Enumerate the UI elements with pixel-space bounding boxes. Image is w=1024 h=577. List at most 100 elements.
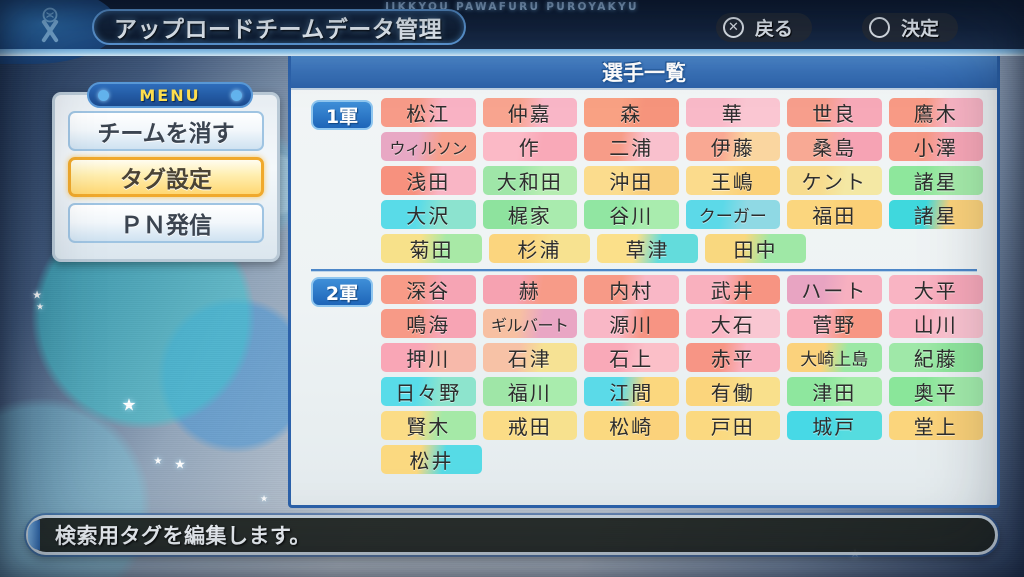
player-tag[interactable]: 戒田 xyxy=(482,411,577,440)
player-tag[interactable]: 田中 xyxy=(705,234,806,263)
player-tag[interactable]: 伊藤 xyxy=(685,132,780,161)
player-tag[interactable]: 二浦 xyxy=(584,132,679,161)
player-tag[interactable]: 大沢 xyxy=(381,200,476,229)
page-title: アップロードチームデータ管理 xyxy=(92,9,467,45)
player-tag[interactable]: ハート xyxy=(787,275,882,304)
player-tag[interactable]: 松崎 xyxy=(584,411,679,440)
player-tag[interactable]: 石津 xyxy=(482,343,577,372)
squad-divider xyxy=(311,269,977,271)
squad-section-1: 2軍 深谷赫内村 武井 ハート 大平 鳴海 ギルバート 源川 大石 菅野 山川 押川 石津 石上 赤平 大崎上… xyxy=(305,275,983,474)
player-tag[interactable]: 城戸 xyxy=(787,411,882,440)
player-tag-row: ウィルソン作二浦 伊藤 桑島 小澤 xyxy=(381,132,983,161)
player-tag[interactable]: 谷川 xyxy=(584,200,679,229)
player-tag[interactable]: 堂上 xyxy=(888,411,983,440)
player-tag[interactable]: 源川 xyxy=(584,309,679,338)
menu-header: MENU xyxy=(87,82,253,108)
top-bar: JIKKYOU PAWAFURU PUROYAKYU アップロードチームデータ管… xyxy=(0,0,1024,64)
player-tag[interactable]: 奥平 xyxy=(888,377,983,406)
menu-header-dot-left-icon xyxy=(98,89,109,101)
player-tag[interactable]: 津田 xyxy=(787,377,882,406)
player-tag[interactable]: 諸星 xyxy=(888,166,983,195)
player-tag[interactable]: 内村 xyxy=(584,275,679,304)
player-tag[interactable]: 大石 xyxy=(685,309,780,338)
player-tag[interactable]: 山川 xyxy=(888,309,983,338)
player-tag[interactable]: 松井 xyxy=(381,445,482,474)
player-tag[interactable]: ウィルソン xyxy=(381,132,476,161)
top-bar-gloss xyxy=(0,49,1024,56)
player-tag[interactable]: 武井 xyxy=(685,275,780,304)
player-tag[interactable]: 石上 xyxy=(584,343,679,372)
player-tag[interactable]: 賢木 xyxy=(381,411,476,440)
player-tag-row: 大沢 梶家 谷川 クーガー 福田 諸星 xyxy=(381,200,983,229)
player-tag-row: 深谷赫内村 武井 ハート 大平 xyxy=(381,275,983,304)
player-tag-row: 日々野 福川 江間 有働 津田 奥平 xyxy=(381,377,983,406)
player-tag[interactable]: 草津 xyxy=(597,234,698,263)
button-hint-decide-label: 決定 xyxy=(901,18,940,40)
player-tag[interactable]: 菊田 xyxy=(381,234,482,263)
circle-button-icon xyxy=(869,17,890,38)
player-tag[interactable]: 仲嘉 xyxy=(482,98,577,127)
player-tag[interactable]: 華 xyxy=(685,98,780,127)
player-tag[interactable]: 福川 xyxy=(482,377,577,406)
player-tag[interactable]: 森 xyxy=(584,98,679,127)
player-tag[interactable]: 紀藤 xyxy=(888,343,983,372)
player-tag-rows: 深谷赫内村 武井 ハート 大平 鳴海 ギルバート 源川 大石 菅野 山川 押川 石津 石上 赤平 大崎上島紀… xyxy=(305,275,983,474)
player-tag[interactable]: 江間 xyxy=(584,377,679,406)
player-tag[interactable]: 赫 xyxy=(482,275,577,304)
player-tag[interactable]: 福田 xyxy=(787,200,882,229)
player-tag-row: 松江 仲嘉森華世良 鷹木 xyxy=(381,98,983,127)
menu-panel: MENU チームを消すタグ設定 ＰＮ発信 xyxy=(52,82,280,262)
player-tag[interactable]: 作 xyxy=(482,132,577,161)
page-title-text: アップロードチームデータ管理 xyxy=(114,17,443,43)
player-tag[interactable]: 鷹木 xyxy=(888,98,983,127)
player-tag-row: 松井 xyxy=(381,445,983,474)
button-hint-back-label: 戻る xyxy=(755,18,794,40)
player-tag[interactable]: ギルバート xyxy=(482,309,577,338)
player-tag-row: 浅田 大和田 沖田 王嶋 ケント 諸星 xyxy=(381,166,983,195)
menu-item-label: タグ設定 xyxy=(120,167,212,193)
player-tag[interactable]: 浅田 xyxy=(381,166,476,195)
player-tag[interactable]: ケント xyxy=(787,166,882,195)
player-tag[interactable]: 沖田 xyxy=(584,166,679,195)
player-tag-row: 菊田 杉浦 草津 田中 xyxy=(381,234,983,263)
squad-badge: 1軍 xyxy=(311,100,373,130)
player-tag-rows: 松江 仲嘉森華世良 鷹木 ウィルソン作二浦 伊藤 桑島 小澤 浅田 大和田 沖田 王嶋 ケント 諸星 大沢… xyxy=(305,98,983,263)
menu-item-list: チームを消すタグ設定 ＰＮ発信 xyxy=(68,111,264,243)
player-tag[interactable]: 松江 xyxy=(381,98,476,127)
player-tag[interactable]: 桑島 xyxy=(787,132,882,161)
player-tag[interactable]: 小澤 xyxy=(888,132,983,161)
player-tag[interactable]: 有働 xyxy=(685,377,780,406)
player-tag[interactable]: 赤平 xyxy=(685,343,780,372)
player-tag[interactable]: 諸星 xyxy=(888,200,983,229)
button-hint-decide[interactable]: 決定 xyxy=(862,13,959,42)
player-tag[interactable]: 世良 xyxy=(787,98,882,127)
player-tag[interactable]: 大和田 xyxy=(482,166,577,195)
menu-item-1[interactable]: タグ設定 xyxy=(68,157,264,197)
player-tag[interactable]: 王嶋 xyxy=(685,166,780,195)
menu-item-0[interactable]: チームを消す xyxy=(68,111,264,151)
player-tag[interactable]: クーガー xyxy=(685,200,780,229)
message-bar-text: 検索用タグを編集します。 xyxy=(55,524,311,548)
player-tag[interactable]: 鳴海 xyxy=(381,309,476,338)
player-tag[interactable]: 戸田 xyxy=(685,411,780,440)
player-tag[interactable]: 杉浦 xyxy=(489,234,590,263)
player-tag[interactable]: 押川 xyxy=(381,343,476,372)
player-tag[interactable]: 大平 xyxy=(888,275,983,304)
player-list-header: 選手一覧 xyxy=(291,56,997,90)
player-list-panel: 選手一覧 1軍 松江 仲嘉森華世良 鷹木 ウィルソン作二浦 伊藤 桑島 小澤 浅田 大和田 沖田 王嶋… xyxy=(288,53,1000,508)
squad-section-0: 1軍 松江 仲嘉森華世良 鷹木 ウィルソン作二浦 伊藤 桑島 小澤 浅田 大和田 沖田 王嶋 ケント 諸星… xyxy=(305,98,983,263)
player-tag[interactable]: 菅野 xyxy=(787,309,882,338)
player-tag[interactable]: 深谷 xyxy=(381,275,476,304)
player-tag[interactable]: 大崎上島 xyxy=(787,343,882,372)
player-tag[interactable]: 日々野 xyxy=(381,377,476,406)
player-list-title: 選手一覧 xyxy=(602,61,686,85)
menu-item-2[interactable]: ＰＮ発信 xyxy=(68,203,264,243)
button-hint-back[interactable]: ✕ 戻る xyxy=(716,13,813,42)
player-tag-row: 賢木 戒田 松崎 戸田 城戸 堂上 xyxy=(381,411,983,440)
menu-item-label: ＰＮ発信 xyxy=(120,213,212,239)
player-tag[interactable]: 梶家 xyxy=(482,200,577,229)
player-list-body: 1軍 松江 仲嘉森華世良 鷹木 ウィルソン作二浦 伊藤 桑島 小澤 浅田 大和田 沖田 王嶋 ケント 諸星… xyxy=(291,90,997,474)
squad-badge: 2軍 xyxy=(311,277,373,307)
crossed-bats-baseball-icon xyxy=(41,7,59,43)
player-tag-row: 鳴海 ギルバート 源川 大石 菅野 山川 xyxy=(381,309,983,338)
